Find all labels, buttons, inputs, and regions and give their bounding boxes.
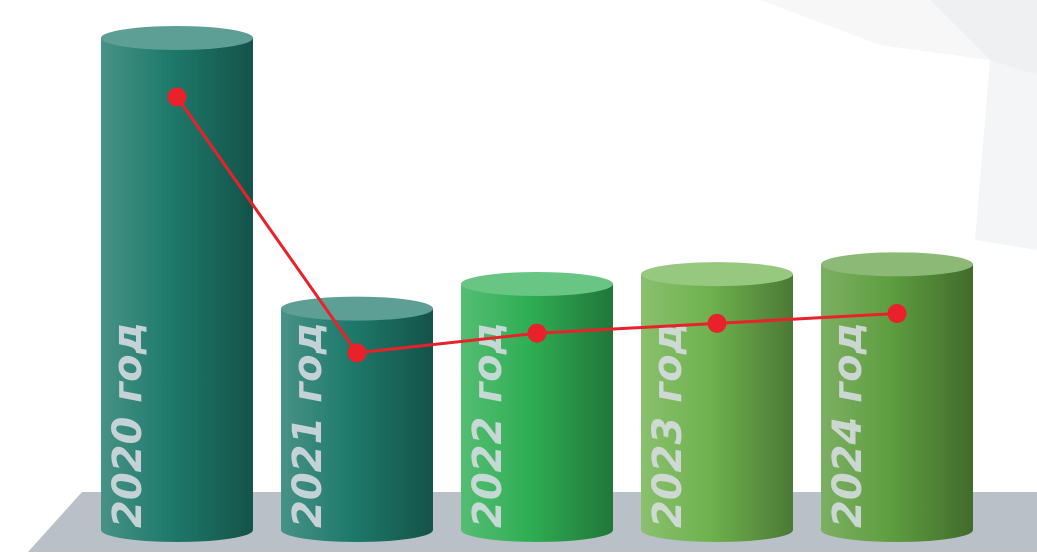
bar-top bbox=[821, 252, 973, 277]
bar-top bbox=[641, 262, 793, 287]
trend-point-4 bbox=[707, 313, 727, 333]
bar-top bbox=[281, 296, 433, 321]
bar-4: 2023 год bbox=[641, 262, 793, 542]
category-label: 2023 год bbox=[645, 322, 691, 528]
trend-point-2 bbox=[347, 343, 367, 363]
category-label: 2024 год bbox=[825, 322, 871, 528]
category-label: 2021 год bbox=[285, 322, 331, 528]
bar-top bbox=[101, 26, 253, 50]
trend-point-5 bbox=[887, 304, 907, 324]
bar-body bbox=[821, 264, 973, 542]
category-label: 2022 год bbox=[465, 322, 511, 528]
bar-body bbox=[281, 308, 433, 542]
bar-body bbox=[461, 284, 613, 542]
bar-3: 2022 год bbox=[461, 272, 613, 542]
bar-2: 2021 год bbox=[281, 296, 433, 542]
bar-body bbox=[641, 274, 793, 542]
trend-line bbox=[167, 87, 907, 363]
background-decoration bbox=[760, 0, 1037, 250]
bars: 2020 год 2021 год 2022 год 2023 год 2024 год bbox=[101, 26, 973, 542]
trend-point-1 bbox=[167, 87, 187, 107]
category-label: 2020 год bbox=[105, 322, 151, 528]
bar-5: 2024 год bbox=[821, 252, 973, 542]
bar-top bbox=[461, 272, 613, 296]
bar-1: 2020 год bbox=[101, 26, 253, 542]
bar-body bbox=[101, 38, 253, 542]
trend-point-3 bbox=[527, 323, 547, 343]
